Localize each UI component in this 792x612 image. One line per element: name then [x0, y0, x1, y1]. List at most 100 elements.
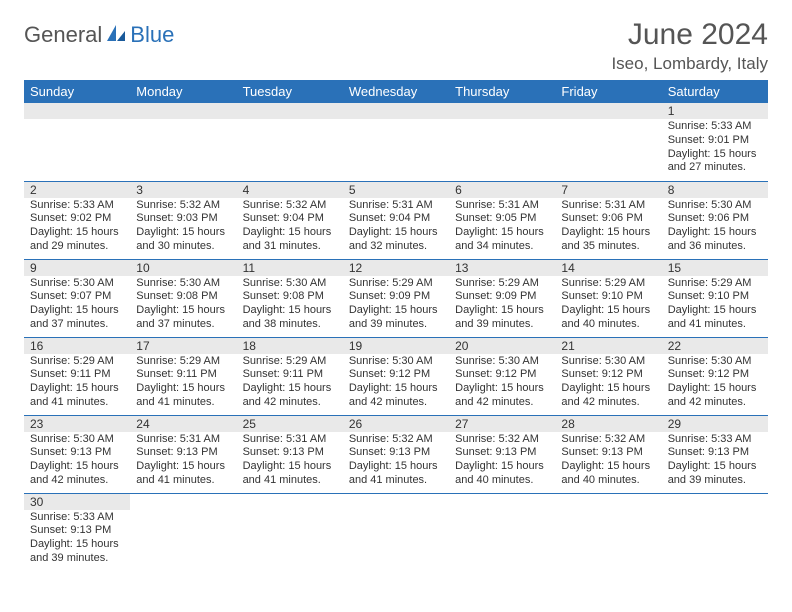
calendar-cell: 17Sunrise: 5:29 AMSunset: 9:11 PMDayligh…	[130, 337, 236, 415]
day-info-line: Sunrise: 5:33 AM	[30, 199, 124, 213]
day-number: 12	[343, 260, 449, 276]
day-info-line: Sunset: 9:07 PM	[30, 290, 124, 304]
day-info-line: Daylight: 15 hours	[668, 226, 762, 240]
day-info-line: Sunset: 9:12 PM	[455, 368, 549, 382]
day-info-line: Sunrise: 5:30 AM	[668, 199, 762, 213]
day-info: Sunrise: 5:30 AMSunset: 9:12 PMDaylight:…	[449, 354, 555, 413]
day-info-line: Sunrise: 5:32 AM	[136, 199, 230, 213]
day-info-line: Daylight: 15 hours	[349, 460, 443, 474]
day-info-line: Sunrise: 5:29 AM	[243, 355, 337, 369]
day-info: Sunrise: 5:29 AMSunset: 9:10 PMDaylight:…	[662, 276, 768, 335]
day-info-line: and 42 minutes.	[455, 396, 549, 410]
day-info-line: Sunrise: 5:31 AM	[136, 433, 230, 447]
day-number: 9	[24, 260, 130, 276]
day-info-line: Daylight: 15 hours	[243, 382, 337, 396]
day-number-empty	[237, 103, 343, 119]
day-info-line: Sunrise: 5:29 AM	[349, 277, 443, 291]
day-info-line: Sunset: 9:03 PM	[136, 212, 230, 226]
calendar-cell	[662, 493, 768, 571]
day-number: 6	[449, 182, 555, 198]
day-info: Sunrise: 5:30 AMSunset: 9:12 PMDaylight:…	[662, 354, 768, 413]
day-info-line: Sunset: 9:08 PM	[243, 290, 337, 304]
day-info-line: Sunset: 9:13 PM	[561, 446, 655, 460]
day-number-empty	[343, 103, 449, 119]
day-info-line: Sunrise: 5:32 AM	[243, 199, 337, 213]
day-info-line: Sunrise: 5:32 AM	[455, 433, 549, 447]
day-info-line: and 40 minutes.	[561, 474, 655, 488]
day-info-line: Sunset: 9:13 PM	[30, 524, 124, 538]
day-info-line: and 42 minutes.	[30, 474, 124, 488]
calendar-cell: 12Sunrise: 5:29 AMSunset: 9:09 PMDayligh…	[343, 259, 449, 337]
day-info: Sunrise: 5:32 AMSunset: 9:13 PMDaylight:…	[343, 432, 449, 491]
day-info-line: Sunset: 9:13 PM	[668, 446, 762, 460]
calendar-cell: 30Sunrise: 5:33 AMSunset: 9:13 PMDayligh…	[24, 493, 130, 571]
day-info-line: and 41 minutes.	[30, 396, 124, 410]
day-info: Sunrise: 5:33 AMSunset: 9:13 PMDaylight:…	[662, 432, 768, 491]
day-number: 20	[449, 338, 555, 354]
day-number: 18	[237, 338, 343, 354]
day-info-line: and 39 minutes.	[30, 552, 124, 566]
day-info: Sunrise: 5:32 AMSunset: 9:04 PMDaylight:…	[237, 198, 343, 257]
calendar-cell: 18Sunrise: 5:29 AMSunset: 9:11 PMDayligh…	[237, 337, 343, 415]
calendar-cell	[449, 493, 555, 571]
day-info-line: Daylight: 15 hours	[30, 538, 124, 552]
weekday-header: Thursday	[449, 80, 555, 103]
day-info-line: Sunrise: 5:33 AM	[668, 120, 762, 134]
day-number: 13	[449, 260, 555, 276]
calendar-cell: 20Sunrise: 5:30 AMSunset: 9:12 PMDayligh…	[449, 337, 555, 415]
calendar-cell: 24Sunrise: 5:31 AMSunset: 9:13 PMDayligh…	[130, 415, 236, 493]
calendar-table: SundayMondayTuesdayWednesdayThursdayFrid…	[24, 80, 768, 571]
day-info-line: Sunset: 9:05 PM	[455, 212, 549, 226]
day-info-line: Sunrise: 5:30 AM	[136, 277, 230, 291]
day-info-line: and 41 minutes.	[668, 318, 762, 332]
calendar-cell: 2Sunrise: 5:33 AMSunset: 9:02 PMDaylight…	[24, 181, 130, 259]
day-info-line: and 36 minutes.	[668, 240, 762, 254]
calendar-cell: 14Sunrise: 5:29 AMSunset: 9:10 PMDayligh…	[555, 259, 661, 337]
day-info-line: Sunset: 9:06 PM	[561, 212, 655, 226]
day-info-line: Daylight: 15 hours	[668, 460, 762, 474]
day-info: Sunrise: 5:30 AMSunset: 9:08 PMDaylight:…	[130, 276, 236, 335]
day-info-line: and 41 minutes.	[349, 474, 443, 488]
calendar-cell	[237, 493, 343, 571]
day-info-line: Daylight: 15 hours	[349, 304, 443, 318]
day-info-line: Sunset: 9:09 PM	[455, 290, 549, 304]
calendar-cell: 6Sunrise: 5:31 AMSunset: 9:05 PMDaylight…	[449, 181, 555, 259]
day-number: 7	[555, 182, 661, 198]
day-info-line: Sunrise: 5:30 AM	[30, 433, 124, 447]
day-info-line: Daylight: 15 hours	[136, 226, 230, 240]
day-info-line: Daylight: 15 hours	[243, 226, 337, 240]
calendar-cell: 22Sunrise: 5:30 AMSunset: 9:12 PMDayligh…	[662, 337, 768, 415]
calendar-cell: 21Sunrise: 5:30 AMSunset: 9:12 PMDayligh…	[555, 337, 661, 415]
day-info-line: and 32 minutes.	[349, 240, 443, 254]
calendar-cell: 27Sunrise: 5:32 AMSunset: 9:13 PMDayligh…	[449, 415, 555, 493]
day-number: 15	[662, 260, 768, 276]
day-info-line: Daylight: 15 hours	[668, 304, 762, 318]
day-info-line: and 42 minutes.	[243, 396, 337, 410]
day-info-line: Daylight: 15 hours	[136, 304, 230, 318]
calendar-cell	[343, 493, 449, 571]
calendar-cell	[24, 103, 130, 181]
calendar-cell	[130, 493, 236, 571]
sail-icon	[105, 23, 127, 48]
day-info: Sunrise: 5:29 AMSunset: 9:11 PMDaylight:…	[237, 354, 343, 413]
day-info: Sunrise: 5:29 AMSunset: 9:11 PMDaylight:…	[24, 354, 130, 413]
calendar-cell: 8Sunrise: 5:30 AMSunset: 9:06 PMDaylight…	[662, 181, 768, 259]
day-info-line: and 29 minutes.	[30, 240, 124, 254]
day-info-line: and 38 minutes.	[243, 318, 337, 332]
day-info: Sunrise: 5:33 AMSunset: 9:13 PMDaylight:…	[24, 510, 130, 569]
day-info-line: Sunset: 9:13 PM	[30, 446, 124, 460]
day-info-line: and 39 minutes.	[349, 318, 443, 332]
weekday-header: Tuesday	[237, 80, 343, 103]
day-info: Sunrise: 5:30 AMSunset: 9:12 PMDaylight:…	[343, 354, 449, 413]
day-number: 2	[24, 182, 130, 198]
day-info: Sunrise: 5:32 AMSunset: 9:03 PMDaylight:…	[130, 198, 236, 257]
day-info: Sunrise: 5:29 AMSunset: 9:09 PMDaylight:…	[343, 276, 449, 335]
calendar-cell: 25Sunrise: 5:31 AMSunset: 9:13 PMDayligh…	[237, 415, 343, 493]
day-number: 10	[130, 260, 236, 276]
day-info-line: Sunset: 9:08 PM	[136, 290, 230, 304]
day-info-line: and 39 minutes.	[668, 474, 762, 488]
day-info: Sunrise: 5:30 AMSunset: 9:12 PMDaylight:…	[555, 354, 661, 413]
calendar-cell: 26Sunrise: 5:32 AMSunset: 9:13 PMDayligh…	[343, 415, 449, 493]
calendar-cell: 15Sunrise: 5:29 AMSunset: 9:10 PMDayligh…	[662, 259, 768, 337]
day-info-line: Sunrise: 5:31 AM	[455, 199, 549, 213]
